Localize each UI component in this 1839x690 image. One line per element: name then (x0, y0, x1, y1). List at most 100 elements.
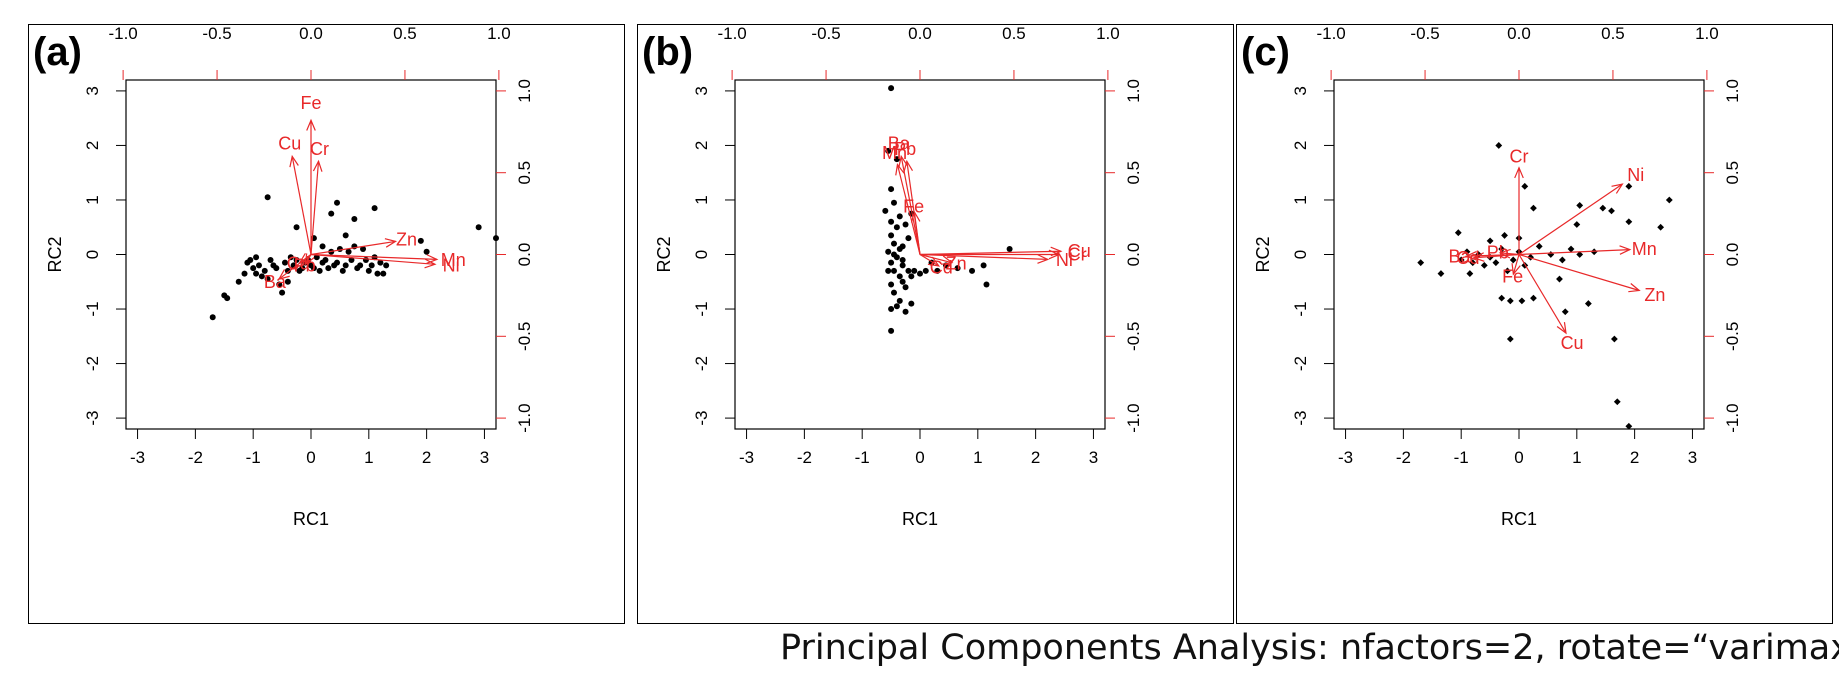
score-point (293, 256, 300, 263)
y-axis-title: RC2 (654, 236, 674, 272)
score-point (899, 262, 906, 269)
biplot-panel-b: (b) -3 -2 -1 0 1 2 3 -3 -2 -1 0 1 2 3 RC1 RC2 -1.0 -0.5 0.0… (637, 24, 1234, 624)
loading-label: Fe (903, 196, 924, 216)
y-tick-label: 0 (692, 250, 711, 259)
score-point (1509, 256, 1517, 264)
score-point (261, 267, 268, 274)
figure-caption: Principal Components Analysis: nfactors=… (780, 628, 1839, 668)
score-point (417, 237, 424, 244)
loading-arrowhead (304, 253, 315, 266)
y-tick-label: -2 (1291, 356, 1310, 371)
score-point (1486, 237, 1494, 245)
right-tick-label: 1.0 (1124, 79, 1143, 103)
score-point (273, 265, 280, 272)
top-tick-label: -0.5 (202, 25, 231, 43)
loading-label: Ba (1449, 246, 1472, 266)
score-point (1527, 253, 1534, 261)
score-point (1498, 245, 1506, 253)
score-point (1501, 232, 1508, 239)
score-point (885, 267, 892, 274)
score-point (911, 267, 918, 274)
score-point (902, 308, 909, 315)
score-point (934, 267, 941, 274)
x-tick-label: 2 (1031, 448, 1040, 467)
score-point (888, 232, 895, 239)
x-tick-label: -1 (246, 448, 261, 467)
score-point (1475, 251, 1482, 258)
panel-label: (c) (1241, 30, 1290, 74)
score-point (319, 243, 326, 250)
score-point (888, 281, 895, 288)
score-point (890, 251, 897, 258)
score-point (1495, 142, 1503, 149)
score-point (1530, 204, 1537, 212)
score-point (1506, 335, 1514, 343)
score-point (284, 267, 291, 274)
right-tick-label: -1.0 (515, 403, 534, 432)
top-tick-label: 1.0 (1695, 25, 1719, 43)
score-point (1558, 256, 1566, 264)
score-point (1613, 398, 1621, 406)
score-point (475, 224, 482, 231)
score-point (983, 281, 990, 288)
loading-arrowhead (1619, 245, 1632, 255)
loading-arrow (310, 161, 320, 255)
right-tick-label: -0.5 (1723, 322, 1742, 351)
score-point (1480, 262, 1488, 269)
score-point (380, 270, 387, 277)
x-tick-label: 1 (973, 448, 982, 467)
score-point (374, 270, 381, 277)
y-tick-label: 2 (1291, 141, 1310, 150)
score-point (1573, 221, 1581, 228)
x-tick-label: -3 (130, 448, 145, 467)
y-tick-label: -1 (83, 301, 102, 316)
score-point (1498, 294, 1506, 302)
score-point (1665, 196, 1673, 204)
right-tick-label: -1.0 (1723, 403, 1742, 432)
biplot-panel-c: (c) -3 -2 -1 0 1 2 3 -3 -2 -1 0 1 2 3 RC1 RC2 -1.0 -0.5 0.0… (1236, 24, 1833, 624)
score-point (1547, 251, 1555, 258)
loading-arrowhead (898, 154, 908, 168)
y-tick-label: -3 (1291, 411, 1310, 426)
score-point (896, 213, 903, 220)
score-point (377, 259, 384, 266)
score-point (322, 256, 329, 263)
right-tick-label: -0.5 (1124, 322, 1143, 351)
loading-arrowhead (384, 238, 398, 248)
score-point (209, 314, 216, 321)
loading-label: Fe (300, 93, 321, 113)
loading-label: Cu (1561, 333, 1584, 353)
top-tick-label: 0.5 (393, 25, 417, 43)
x-tick-label: -1 (855, 448, 870, 467)
score-point (888, 327, 895, 334)
loading-label: Cd (1457, 248, 1480, 268)
loading-arrow (1512, 254, 1520, 275)
loading-label: Mn (441, 250, 466, 270)
top-tick-label: 0.5 (1002, 25, 1026, 43)
score-point (1492, 259, 1500, 267)
score-point (383, 262, 390, 269)
loading-label: Zn (1644, 285, 1665, 305)
x-tick-label: 1 (364, 448, 373, 467)
loading-arrow (310, 240, 396, 256)
y-tick-label: 3 (692, 86, 711, 95)
loading-label: Pb (294, 256, 316, 276)
score-point (890, 240, 897, 247)
loading-label: Mn (1632, 239, 1657, 259)
score-point (908, 273, 915, 280)
loading-arrow (310, 253, 437, 261)
score-point (1625, 422, 1633, 430)
loading-label: Cr (1510, 147, 1529, 167)
y-tick-label: -3 (83, 411, 102, 426)
score-point (1521, 262, 1529, 269)
loading-arrow (919, 253, 953, 264)
y-tick-label: 1 (1291, 195, 1310, 204)
score-point (1506, 297, 1514, 305)
score-point (899, 256, 906, 263)
top-tick-label: -1.0 (108, 25, 137, 43)
loading-label: Cd (930, 257, 953, 277)
loading-label: Ni (1056, 250, 1073, 270)
score-point (247, 256, 254, 263)
score-point (253, 270, 260, 277)
top-tick-label: -1.0 (1316, 25, 1345, 43)
